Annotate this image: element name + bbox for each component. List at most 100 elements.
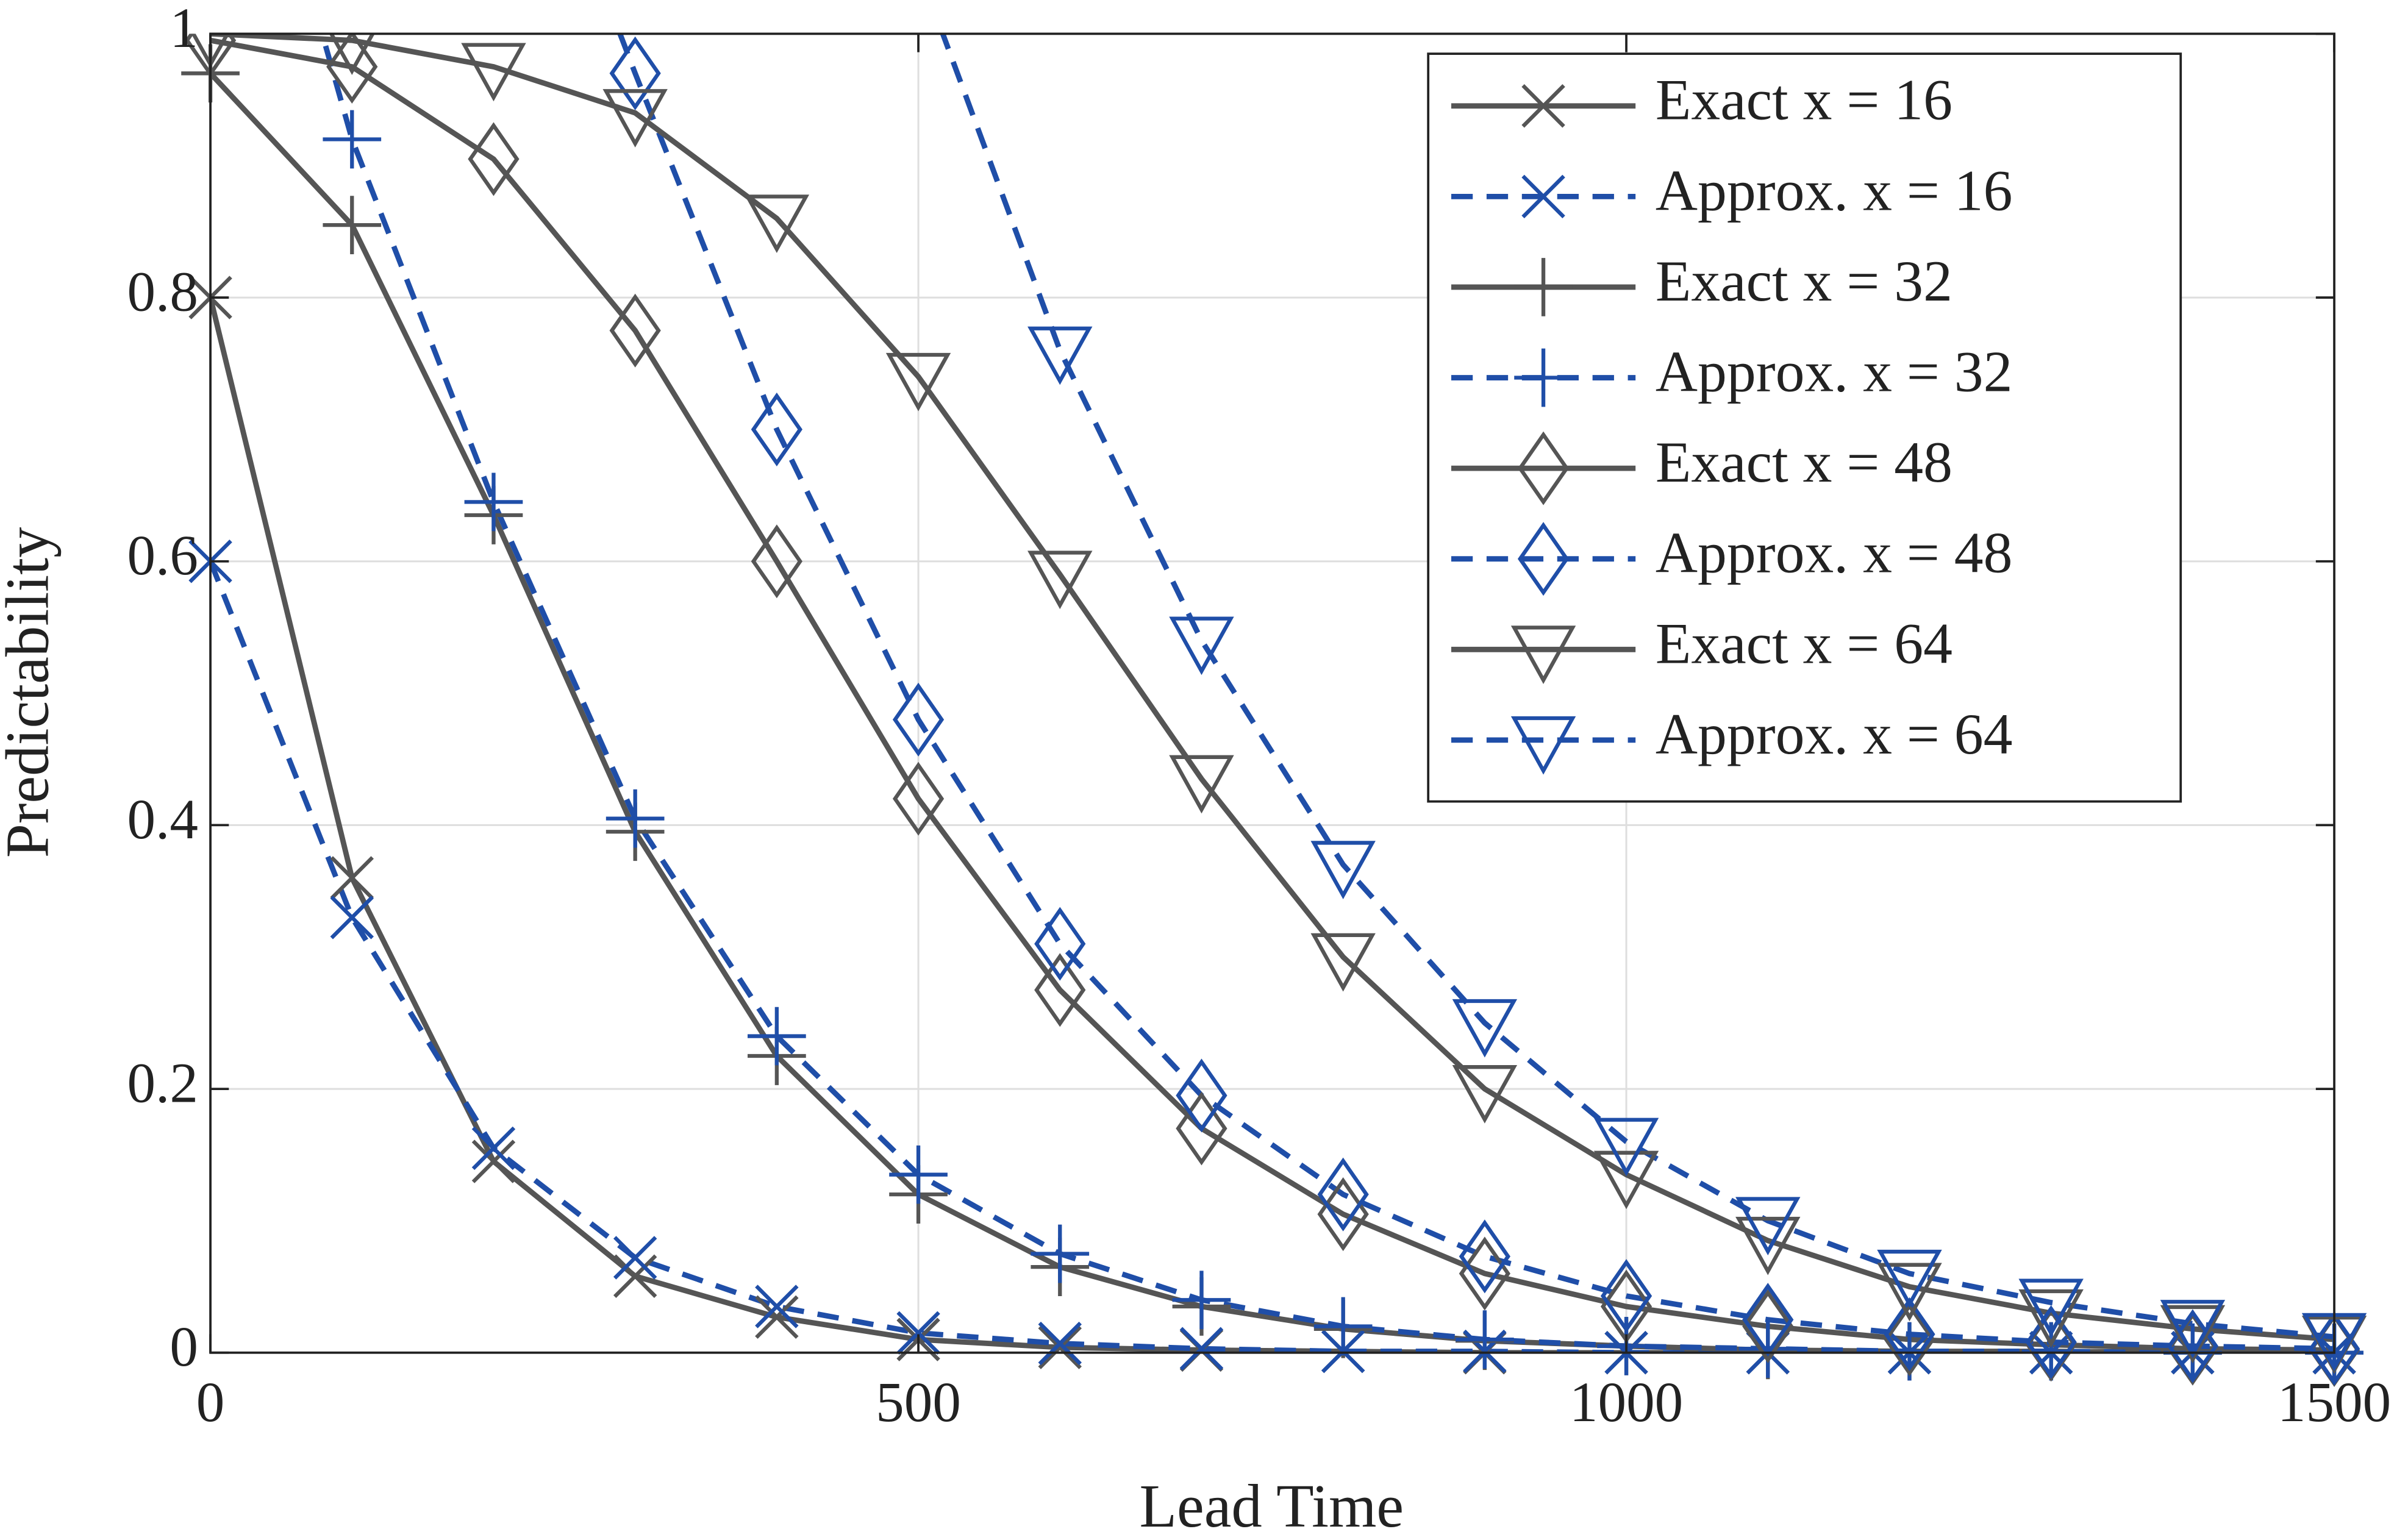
legend-label: Approx. x = 32	[1656, 340, 2013, 404]
data-point	[896, 1311, 940, 1355]
data-point	[1459, 1236, 1510, 1311]
data-point	[1884, 1297, 1935, 1372]
data-point	[1593, 1118, 1659, 1177]
data-point	[1027, 326, 1093, 385]
data-point	[1034, 907, 1086, 981]
legend-label: Approx. x = 64	[1656, 702, 2013, 766]
data-point	[1176, 1091, 1227, 1166]
legend-label: Exact x = 32	[1656, 249, 1952, 313]
data-point	[1313, 1297, 1373, 1356]
data-point	[1742, 1289, 1794, 1364]
legend-label: Approx. x = 48	[1656, 521, 2013, 585]
data-point	[892, 761, 945, 836]
data-point	[1172, 1271, 1231, 1330]
data-point	[748, 1007, 806, 1066]
legend-label: Approx. x = 16	[1656, 158, 2013, 223]
data-point	[1169, 616, 1234, 676]
lines	[210, 34, 2335, 1353]
y-tick-label: 1	[170, 0, 198, 60]
data-point	[323, 196, 382, 254]
data-point	[471, 1139, 516, 1183]
ticks: 0 500 1000 1500 0 0.2 0.4 0.6 0.8 1	[127, 0, 2391, 1434]
x-axis-label: Lead Time	[1139, 1472, 1404, 1540]
data-point	[609, 36, 661, 110]
data-point	[606, 789, 665, 848]
data-point	[1735, 1197, 1801, 1256]
data-point	[1038, 1325, 1082, 1369]
legend-label: Exact x = 16	[1656, 68, 1952, 132]
data-point	[1031, 1224, 1090, 1283]
series-line	[210, 37, 2335, 1353]
data-point	[1169, 755, 1234, 814]
data-point	[2160, 1300, 2226, 1358]
data-point	[1027, 551, 1093, 610]
data-point	[1735, 1216, 1801, 1275]
legend-marker	[1510, 716, 1576, 775]
y-tick-label: 0.6	[127, 524, 198, 587]
data-point	[1593, 1150, 1659, 1210]
data-point	[326, 34, 378, 104]
axes-frame	[209, 32, 2335, 1354]
legend-marker	[1521, 84, 1565, 128]
data-point	[468, 122, 520, 196]
x-tick-label: 500	[876, 1371, 961, 1434]
data-point	[602, 89, 668, 148]
data-point	[464, 472, 523, 532]
x-tick-label: 1500	[2278, 1371, 2391, 1434]
x-tick-label: 1000	[1570, 1371, 1683, 1434]
data-point	[744, 194, 810, 253]
data-point	[191, 34, 230, 69]
data-point	[751, 524, 802, 599]
legend: Exact x = 16 Approx. x = 16 Exact x = 32 Ap…	[1427, 52, 2182, 803]
series-line	[210, 297, 2335, 1353]
data-point	[755, 1295, 799, 1339]
data-point	[1884, 1302, 1935, 1377]
data-point	[2025, 1305, 2077, 1379]
data-point	[2160, 1305, 2226, 1364]
series-line	[210, 560, 2335, 1353]
y-axis-label: Predictability	[0, 527, 62, 858]
data-point	[613, 1254, 657, 1298]
legend-marker	[1514, 348, 1573, 407]
data-point	[1452, 999, 1518, 1058]
data-point	[1452, 1065, 1518, 1124]
data-point	[1179, 1327, 1224, 1371]
data-point	[323, 110, 382, 169]
data-point	[609, 293, 661, 368]
legend-label: Exact x = 48	[1656, 430, 1952, 494]
legend-label: Exact x = 64	[1656, 611, 1952, 676]
data-point	[1317, 1157, 1369, 1232]
data-point	[1176, 1058, 1227, 1133]
data-point	[330, 856, 374, 900]
x-tick-label: 0	[196, 1371, 225, 1434]
legend-marker	[1517, 522, 1570, 596]
series-line	[940, 34, 2335, 1340]
legend-marker	[1517, 431, 1570, 505]
data-point	[1310, 841, 1376, 900]
data-point	[885, 352, 951, 412]
data-point	[889, 1145, 948, 1204]
series-line	[319, 34, 2335, 1353]
y-tick-label: 0.8	[127, 260, 198, 323]
data-point	[2018, 1278, 2084, 1338]
legend-marker	[1514, 258, 1573, 316]
data-point	[1459, 1219, 1510, 1294]
data-point	[471, 1126, 516, 1171]
legend-marker	[1521, 174, 1565, 219]
series-line	[210, 34, 2335, 1342]
data-point	[330, 896, 374, 939]
data-point	[2018, 1289, 2084, 1348]
data-point	[892, 682, 945, 757]
data-point	[1600, 1259, 1652, 1333]
data-point	[461, 43, 526, 102]
data-point	[751, 392, 802, 466]
data-point	[755, 1285, 799, 1328]
data-point	[329, 34, 375, 75]
legend-box	[1427, 52, 2182, 803]
data-point	[1034, 953, 1086, 1027]
data-point	[1877, 1263, 1942, 1322]
data-point	[613, 1236, 657, 1280]
legend-marker	[1510, 626, 1576, 685]
